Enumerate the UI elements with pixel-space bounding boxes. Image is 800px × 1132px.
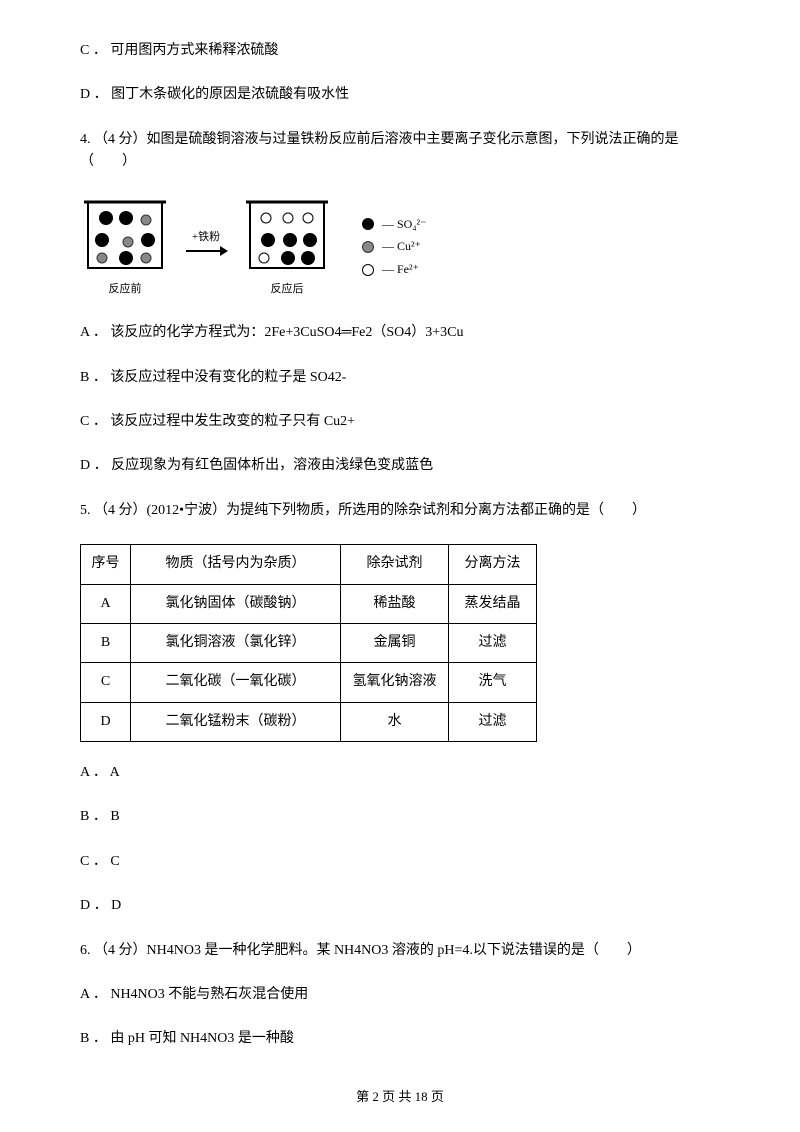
legend-cu: — Cu²⁺ [382,235,421,258]
reaction-arrow: +铁粉 [184,231,228,262]
q3-option-c: C ． 可用图丙方式来稀释浓硫酸 [80,40,720,62]
cell: D [81,702,131,741]
cell: 过滤 [449,623,537,662]
table-header-row: 序号 物质（括号内为杂质） 除杂试剂 分离方法 [81,545,537,584]
th-sub: 物质（括号内为杂质） [131,545,341,584]
cell: 金属铜 [341,623,449,662]
cell: 氯化钠固体（碳酸钠） [131,584,341,623]
cell: 二氧化碳（一氧化碳） [131,663,341,702]
legend-fe: — Fe²⁺ [382,258,419,281]
th-seq: 序号 [81,545,131,584]
ion-legend: — SO₄²⁻ — Cu²⁺ — Fe²⁺ [362,213,426,281]
cell: C [81,663,131,702]
q5-option-b: B ． B [80,806,720,828]
q5-stem: 5. （4 分）(2012•宁波）为提纯下列物质，所选用的除杂试剂和分离方法都正… [80,500,720,522]
page-footer: 第 2 页 共 18 页 [0,1087,800,1108]
q4-option-a: A ． 该反应的化学方程式为：2Fe+3CuSO4═Fe2（SO4）3+3Cu [80,322,720,344]
cell: 氢氧化钠溶液 [341,663,449,702]
q4-option-c: C ． 该反应过程中发生改变的粒子只有 Cu2+ [80,411,720,433]
q5-option-a: A ． A [80,762,720,784]
after-label: 反应后 [242,281,332,299]
q6-option-b: B ． 由 pH 可知 NH4NO3 是一种酸 [80,1028,720,1050]
th-method: 分离方法 [449,545,537,584]
q4-stem: 4. （4 分）如图是硫酸铜溶液与过量铁粉反应前后溶液中主要离子变化示意图，下列… [80,129,720,174]
cell: 氯化铜溶液（氯化锌） [131,623,341,662]
table-row: D 二氧化锰粉末（碳粉） 水 过滤 [81,702,537,741]
beaker-after: 反应后 [242,196,332,299]
table-row: B 氯化铜溶液（氯化锌） 金属铜 过滤 [81,623,537,662]
cell: B [81,623,131,662]
beaker-before: 反应前 [80,196,170,299]
q6-option-a: A ． NH4NO3 不能与熟石灰混合使用 [80,984,720,1006]
q3-option-d: D ． 图丁木条碳化的原因是浓硫酸有吸水性 [80,84,720,106]
cu-dot-icon [362,241,374,253]
q4-option-b: B ． 该反应过程中没有变化的粒子是 SO42- [80,367,720,389]
cell: 蒸发结晶 [449,584,537,623]
table-row: C 二氧化碳（一氧化碳） 氢氧化钠溶液 洗气 [81,663,537,702]
q5-table: 序号 物质（括号内为杂质） 除杂试剂 分离方法 A 氯化钠固体（碳酸钠） 稀盐酸… [80,544,537,742]
legend-so4: — SO₄²⁻ [382,213,426,236]
q4-diagram: 反应前 +铁粉 反应后 — SO₄²⁻ [80,196,720,299]
arrow-label: +铁粉 [184,231,228,244]
th-reagent: 除杂试剂 [341,545,449,584]
cell: 二氧化锰粉末（碳粉） [131,702,341,741]
q5-option-c: C ． C [80,851,720,873]
cell: 水 [341,702,449,741]
cell: A [81,584,131,623]
fe-dot-icon [362,264,374,276]
so4-dot-icon [362,218,374,230]
cell: 洗气 [449,663,537,702]
table-row: A 氯化钠固体（碳酸钠） 稀盐酸 蒸发结晶 [81,584,537,623]
q4-option-d: D ． 反应现象为有红色固体析出，溶液由浅绿色变成蓝色 [80,455,720,477]
before-label: 反应前 [80,281,170,299]
q5-option-d: D ． D [80,895,720,917]
q6-stem: 6. （4 分）NH4NO3 是一种化学肥料。某 NH4NO3 溶液的 pH=4… [80,940,720,962]
cell: 过滤 [449,702,537,741]
cell: 稀盐酸 [341,584,449,623]
